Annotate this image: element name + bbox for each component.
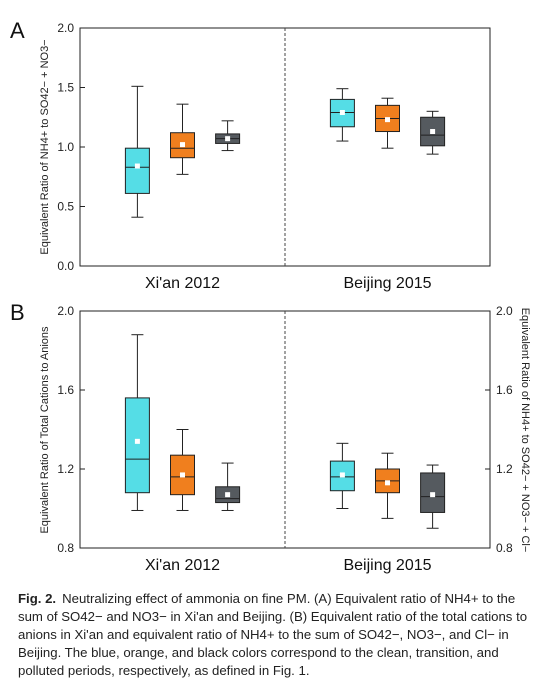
- box-0-1: [170, 429, 195, 511]
- y-tick-label: 2.0: [57, 304, 74, 318]
- box-0-2: [215, 120, 241, 152]
- mean-marker: [385, 480, 390, 486]
- y-tick-label: 0.0: [57, 259, 74, 273]
- mean-marker: [385, 117, 390, 123]
- mean-marker: [430, 129, 436, 135]
- mean-marker: [225, 136, 231, 142]
- y-tick-label-right: 1.2: [496, 462, 513, 476]
- mean-marker: [134, 163, 140, 169]
- mean-marker: [430, 492, 436, 498]
- y-tick-label-right: 1.6: [496, 383, 513, 397]
- group-label: Beijing 2015: [343, 557, 431, 574]
- y-tick-label-right: 0.8: [496, 541, 513, 555]
- mean-marker: [339, 472, 345, 478]
- mean-marker: [180, 142, 185, 148]
- box-1-0: [329, 442, 355, 509]
- y-tick-label: 1.6: [57, 383, 74, 397]
- box-body: [124, 397, 150, 494]
- box-body: [170, 454, 195, 496]
- figure-caption: Fig. 2. Neutralizing effect of ammonia on…: [18, 590, 538, 680]
- group-label: Beijing 2015: [343, 275, 431, 292]
- figure-chart: A 0.0 0.5 1.0 1.5 2.0 Equivalent Ratio of NH4+…: [10, 18, 531, 574]
- box-0-0: [124, 334, 150, 511]
- box-0-2: [215, 462, 241, 511]
- y-tick-label-right: 2.0: [496, 304, 513, 318]
- box-0-1: [170, 103, 195, 175]
- y-tick-label: 0.5: [57, 200, 74, 214]
- box-1-0: [329, 88, 355, 142]
- panel-A: A 0.0 0.5 1.0 1.5 2.0 Equivalent Ratio of NH4+…: [10, 18, 491, 292]
- mean-marker: [225, 492, 231, 498]
- y-tick-label: 1.0: [57, 140, 74, 154]
- caption-label: Fig. 2.: [18, 591, 57, 606]
- y-tick-label: 1.2: [57, 462, 74, 476]
- panel-B: B 0.8 0.8 1.2 1.2 1.6 1.6 2.0 2.0 Equivalent Rati…: [10, 300, 531, 574]
- group-label: Xi'an 2012: [145, 275, 220, 292]
- panel-label: B: [10, 300, 25, 325]
- mean-marker: [134, 438, 140, 444]
- box-body: [124, 147, 150, 194]
- y-tick-label: 2.0: [57, 21, 74, 35]
- panel-label: A: [10, 18, 25, 43]
- y-axis-label: Equivalent Ratio of NH4+ to SO42− + NO3−: [39, 39, 51, 254]
- caption-text: Neutralizing effect of ammonia on fine P…: [18, 591, 528, 678]
- box-1-2: [420, 464, 446, 529]
- box-0-0: [124, 85, 150, 218]
- box-1-1: [375, 97, 400, 149]
- group-label: Xi'an 2012: [145, 557, 220, 574]
- y-tick-label: 1.5: [57, 81, 74, 95]
- box-1-1: [375, 452, 400, 519]
- box-1-2: [420, 110, 446, 155]
- y-tick-label: 0.8: [57, 541, 74, 555]
- y-axis-label-right: Equivalent Ratio of NH4+ to SO42− + NO3−…: [519, 308, 531, 553]
- mean-marker: [339, 109, 345, 115]
- y-axis-label: Equivalent Ratio of Total Cations to Ani…: [39, 326, 51, 534]
- mean-marker: [180, 472, 185, 478]
